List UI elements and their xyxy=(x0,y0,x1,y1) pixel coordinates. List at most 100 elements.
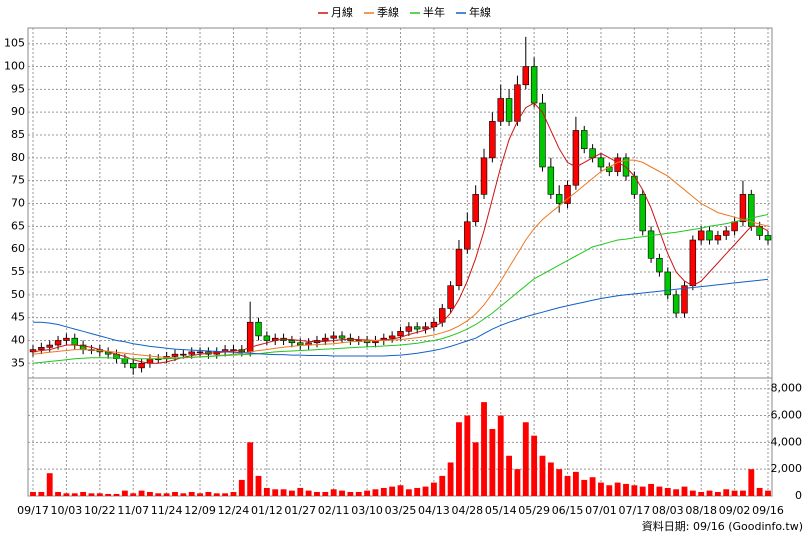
volume-bar xyxy=(155,493,162,496)
candle-body xyxy=(764,235,772,241)
volume-bar xyxy=(205,491,212,496)
candle-body xyxy=(263,335,271,341)
volume-bar xyxy=(698,491,705,496)
volume-bar xyxy=(130,493,137,496)
candle-body xyxy=(480,157,488,195)
volume-bar xyxy=(180,493,187,496)
candle-body xyxy=(723,230,730,236)
volume-bar xyxy=(389,486,396,496)
x-tick-label: 12/09 xyxy=(184,504,216,517)
candle-body xyxy=(522,66,530,86)
volume-bar xyxy=(456,422,462,496)
volume-bar xyxy=(272,489,279,496)
candle-body xyxy=(564,184,571,204)
volume-bar xyxy=(614,482,621,496)
volume-bar xyxy=(30,491,36,496)
x-tick-label: 09/02 xyxy=(719,504,751,517)
volume-bar xyxy=(765,490,771,496)
candle-body xyxy=(330,335,337,339)
candle-body xyxy=(455,248,463,286)
x-tick-label: 03/10 xyxy=(351,504,383,517)
volume-bar xyxy=(163,493,170,496)
volume-bar xyxy=(364,490,371,496)
volume-bar xyxy=(355,491,362,496)
x-tick-label: 04/28 xyxy=(451,504,483,517)
candle-body xyxy=(572,130,580,186)
volume-bar xyxy=(631,485,638,496)
y-tick-label: 95 xyxy=(11,82,25,95)
x-tick-label: 09/17 xyxy=(17,504,49,517)
x-tick-label: 04/13 xyxy=(418,504,450,517)
legend-label: 半年 xyxy=(423,5,445,19)
volume-bar xyxy=(598,482,604,496)
candle-body xyxy=(338,335,346,339)
volume-bar xyxy=(263,487,270,496)
volume-bar xyxy=(581,479,588,496)
y-tick-label: 105 xyxy=(4,37,25,50)
candle-body xyxy=(664,271,671,296)
volume-bar xyxy=(664,487,671,496)
volume-bar xyxy=(748,469,755,496)
candle-body xyxy=(639,194,646,232)
y2-tick-label: 0 xyxy=(795,489,802,502)
x-tick-label: 09/16 xyxy=(752,504,784,517)
volume-bar xyxy=(740,490,746,496)
volume-bar xyxy=(681,486,688,496)
candle-body xyxy=(413,326,421,330)
candle-body xyxy=(188,351,195,355)
candle-body xyxy=(656,257,663,273)
candle-body xyxy=(71,337,78,346)
ma-line xyxy=(32,159,769,359)
volume-bar xyxy=(464,415,471,496)
candle-body xyxy=(388,335,396,339)
y-tick-label: 70 xyxy=(11,197,25,210)
volume-bar xyxy=(430,482,437,496)
volume-bar xyxy=(539,455,546,496)
volume-bar xyxy=(472,442,479,496)
candle-body xyxy=(672,294,680,314)
x-tick-label: 02/11 xyxy=(318,504,350,517)
volume-bar xyxy=(71,493,78,496)
volume-bar xyxy=(238,479,245,496)
legend-label: 季線 xyxy=(377,5,399,19)
x-tick-label: 08/03 xyxy=(652,504,684,517)
volume-bar xyxy=(414,487,421,496)
x-tick-label: 11/24 xyxy=(151,504,183,517)
x-tick-label: 05/14 xyxy=(485,504,517,517)
volume-bar xyxy=(147,491,153,496)
volume-bar xyxy=(714,491,721,496)
candle-body xyxy=(539,102,546,168)
volume-bar xyxy=(297,487,304,496)
volume-bar xyxy=(255,475,262,496)
candle-body xyxy=(731,221,738,232)
x-tick-label: 03/25 xyxy=(385,504,417,517)
candle-body xyxy=(447,285,454,309)
candle-body xyxy=(689,239,697,286)
y-tick-label: 50 xyxy=(11,288,25,301)
volume-bar xyxy=(121,490,128,496)
candle-body xyxy=(171,353,179,357)
ma-line xyxy=(33,278,769,357)
x-tick-label: 11/07 xyxy=(117,504,149,517)
y-tick-label: 90 xyxy=(11,105,25,118)
candle-body xyxy=(497,98,504,122)
volume-bar xyxy=(756,487,763,496)
candle-body xyxy=(597,157,605,168)
volume-bar xyxy=(288,490,295,496)
volume-bar xyxy=(213,493,220,496)
x-tick-label: 07/17 xyxy=(619,504,651,517)
candle-body xyxy=(697,230,705,241)
volume-bar xyxy=(439,475,446,496)
y-tick-label: 55 xyxy=(11,265,25,278)
volume-bar xyxy=(531,435,538,496)
volume-bar xyxy=(447,462,454,496)
x-tick-label: 10/03 xyxy=(51,504,83,517)
volume-bar xyxy=(689,490,696,496)
y-tick-label: 45 xyxy=(11,311,25,324)
volume-bar xyxy=(88,493,95,496)
candle-body xyxy=(530,66,538,104)
candle-body xyxy=(581,130,588,150)
volume-bar xyxy=(606,485,613,496)
volume-bar xyxy=(639,486,646,496)
